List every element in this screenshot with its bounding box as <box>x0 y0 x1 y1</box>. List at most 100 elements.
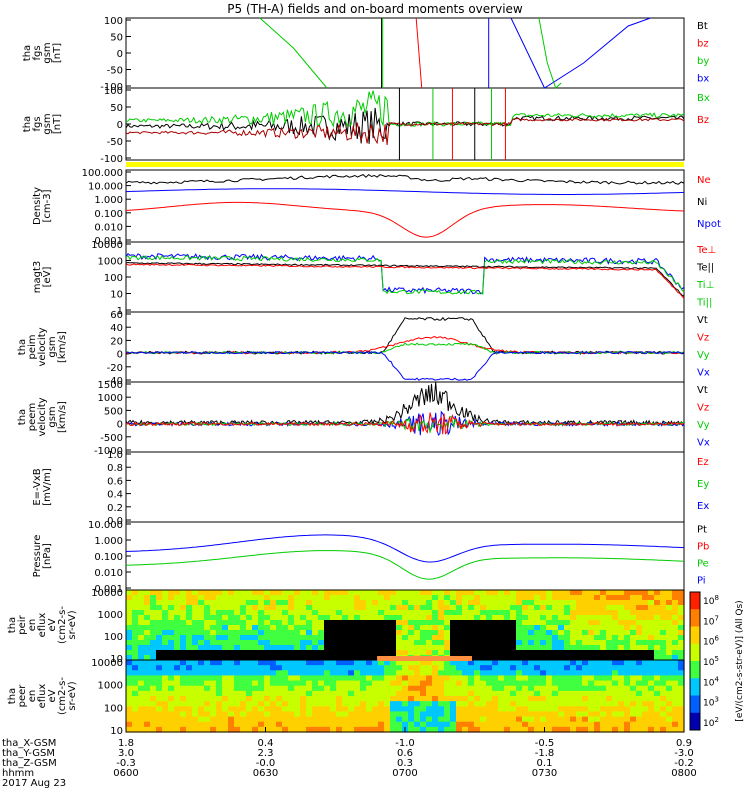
spectrogram-cell <box>552 615 559 621</box>
spectrogram-cell <box>672 675 679 682</box>
spectrogram-cell <box>432 600 439 606</box>
spectrogram-cell <box>150 645 157 651</box>
spectrogram-cell <box>174 706 181 713</box>
spectrogram-cell <box>336 711 343 718</box>
spectrogram-cell <box>126 655 133 661</box>
spectrogram-cell <box>180 726 187 733</box>
spectrogram-cell <box>396 706 403 713</box>
spectrogram-cell <box>258 620 265 626</box>
spectrogram-cell <box>180 600 187 606</box>
spectrogram-cell <box>474 701 481 707</box>
spectrogram-cell <box>426 726 433 733</box>
spectrogram-cell <box>162 635 169 641</box>
spectrogram-cell <box>594 726 601 733</box>
spectrogram-cell <box>366 726 373 733</box>
spectrogram-cell <box>540 590 547 596</box>
spectrogram-cell <box>444 635 451 641</box>
spectrogram-cell <box>636 630 643 636</box>
spectrogram-cell <box>240 660 247 666</box>
spectrogram-cell <box>216 640 223 646</box>
spectrogram-cell <box>630 721 637 728</box>
spectrogram-cell <box>318 670 325 677</box>
spectrogram-cell <box>216 721 223 728</box>
spectrogram-cell <box>270 701 277 707</box>
spectrogram-cell <box>462 615 469 621</box>
spectrogram-cell <box>678 665 685 671</box>
spectrogram-cell <box>294 645 301 651</box>
legend-peim_v-Vy: Vy <box>697 350 710 361</box>
spectrogram-cell <box>504 696 511 702</box>
spectrogram-cell <box>132 635 139 641</box>
spectrogram-cell <box>264 680 271 687</box>
spectrogram-cell <box>162 660 169 666</box>
spectrogram-cell <box>240 696 247 702</box>
spectrogram-cell <box>678 716 685 723</box>
ytick-label-pressure: 0.001 <box>94 584 123 595</box>
spectrogram-cell <box>282 665 289 671</box>
spectrogram-cell <box>552 625 559 631</box>
spectrogram-cell <box>432 665 439 671</box>
spectrogram-cell <box>222 696 229 702</box>
spectrogram-cell <box>492 660 499 666</box>
spectrogram-cell <box>288 600 295 606</box>
spectrogram-cell <box>528 665 535 671</box>
spectrogram-cell <box>174 640 181 646</box>
spectrogram-cell <box>384 670 391 677</box>
spectrogram-cell <box>630 630 637 636</box>
spectrogram-cell <box>528 685 535 692</box>
spectrogram-cell <box>198 701 205 707</box>
spectrogram-cell <box>252 605 259 611</box>
spectrogram-cell <box>348 660 355 666</box>
spectrogram-cell <box>180 716 187 723</box>
spectrogram-cell <box>288 701 295 707</box>
spectrogram-cell <box>468 701 475 707</box>
spectrogram-cell <box>570 665 577 671</box>
spectrogram-cell <box>594 716 601 723</box>
fgs-bz-noise <box>125 117 685 146</box>
spectrogram-cell <box>606 685 613 692</box>
spectrogram-cell <box>132 595 139 601</box>
spectrogram-cell <box>240 721 247 728</box>
spectrogram-cell <box>420 610 427 616</box>
spectrogram-cell <box>612 721 619 728</box>
spectrogram-cell <box>540 726 547 733</box>
spectrogram-cell <box>492 670 499 677</box>
spectrogram-cell <box>420 670 427 677</box>
xaxis-value: -1.0 <box>395 738 415 749</box>
ytick-label-density: 0.001 <box>94 236 123 247</box>
spectrogram-cell <box>246 665 253 671</box>
ytick-label-temp: 10000 <box>91 240 123 251</box>
spectrogram-cell <box>192 625 199 631</box>
spectrogram-cell <box>498 696 505 702</box>
spectrogram-cell <box>432 620 439 626</box>
spectrogram-cell <box>654 706 661 713</box>
spectrogram-cell <box>198 721 205 728</box>
spectrogram-cell <box>486 660 493 666</box>
spectrogram-cell <box>576 706 583 713</box>
spectrogram-cell <box>144 605 151 611</box>
spectrogram-cell <box>654 701 661 707</box>
spectrogram-cell <box>618 605 625 611</box>
spectrogram-cell <box>216 685 223 692</box>
spectrogram-cell <box>582 600 589 606</box>
spectrogram-cell <box>144 665 151 671</box>
spectrogram-cell <box>624 680 631 687</box>
spectrogram-cell <box>522 625 529 631</box>
spectrogram-cell <box>348 615 355 621</box>
spectrogram-cell <box>150 605 157 611</box>
spectrogram-cell <box>588 655 595 661</box>
ytick-label-pressure: 1.000 <box>94 536 123 547</box>
spectrogram-cell <box>372 655 379 661</box>
spectrogram-cell <box>138 706 145 713</box>
spectrogram-cell <box>132 716 139 723</box>
spectrogram-cell <box>156 600 163 606</box>
spectrogram-cell <box>372 716 379 723</box>
spectrogram-cell <box>558 635 565 641</box>
spectrogram-cell <box>258 696 265 702</box>
spectrogram-cell <box>138 645 145 651</box>
spectrogram-cell <box>534 690 541 697</box>
spectrogram-cell <box>534 696 541 702</box>
spectrogram-cell <box>630 645 637 651</box>
spectrogram-cell <box>144 685 151 692</box>
spectrogram-cell <box>138 610 145 616</box>
